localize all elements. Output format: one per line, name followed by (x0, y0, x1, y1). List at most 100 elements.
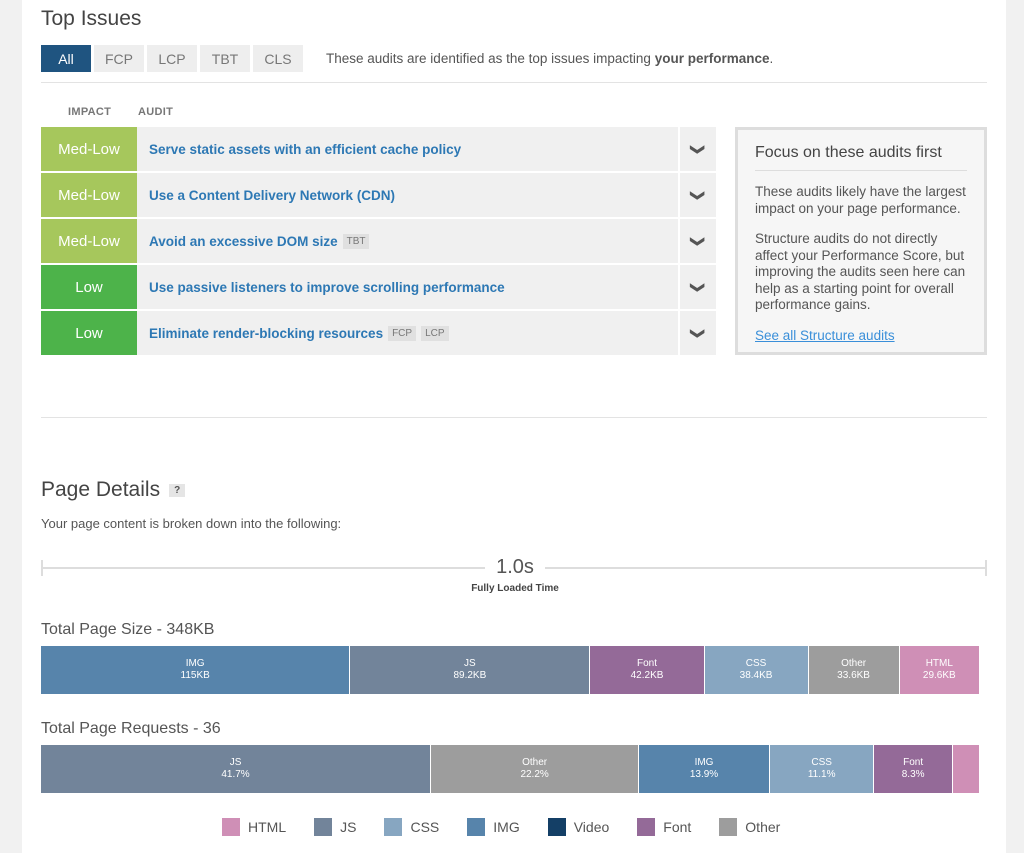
metric-tag: TBT (342, 233, 370, 249)
impact-badge: Med-Low (41, 173, 137, 217)
bar-segment-js[interactable]: JS 89.2KB (350, 646, 591, 694)
legend-item-img: IMG (467, 818, 520, 836)
legend-swatch (547, 818, 566, 836)
legend-swatch (637, 818, 656, 836)
legend-swatch (314, 818, 333, 836)
legend-label: Font (663, 819, 692, 835)
page-requests-bar: JS 41.7% Other 22.2% IMG 13.9% CSS 11.1% Font 8.3… (41, 745, 980, 793)
segment-label: CSS (811, 757, 832, 768)
tab-lcp[interactable]: LCP (147, 45, 197, 72)
segment-label: Other (841, 658, 867, 669)
timeline-start (41, 560, 43, 576)
fully-loaded-label: Fully Loaded Time (471, 583, 559, 594)
segment-value: 42.2KB (630, 670, 664, 681)
bar-segment-font[interactable]: Font 42.2KB (590, 646, 705, 694)
segment-value: 22.2% (520, 769, 549, 780)
bar-segment-other[interactable]: Other 22.2% (431, 745, 640, 793)
segment-label: Font (903, 757, 924, 768)
audit-title-text: Avoid an excessive DOM size (149, 233, 338, 249)
page-details-header: Page Details ? (41, 478, 186, 502)
segment-label: HTML (925, 658, 953, 669)
segment-label: Font (637, 658, 658, 669)
metric-tabs: All FCP LCP TBT CLS (41, 45, 303, 72)
tab-tbt[interactable]: TBT (200, 45, 250, 72)
audit-title-text: Eliminate render-blocking resources (149, 325, 384, 341)
main-content: Top Issues All FCP LCP TBT CLS These audits … (22, 0, 1006, 853)
metric-tag: LCP (421, 325, 449, 341)
audit-title[interactable]: Serve static assets with an efficient ca… (137, 127, 678, 171)
impact-badge: Low (41, 311, 137, 355)
bar-segment-font[interactable]: Font 8.3% (874, 745, 953, 793)
audit-title-text: Serve static assets with an efficient ca… (149, 141, 462, 157)
audit-title[interactable]: Eliminate render-blocking resources FCP LC… (137, 311, 678, 355)
bar-segment-html[interactable]: HTML 29.6KB (899, 646, 980, 694)
bar-segment-html[interactable] (952, 745, 980, 793)
legend-label: IMG (493, 819, 520, 835)
audit-title-text: Use a Content Delivery Network (CDN) (149, 187, 396, 203)
divider (41, 417, 987, 418)
legend-swatch (467, 818, 486, 836)
bar-segment-css[interactable]: CSS 11.1% (769, 745, 875, 793)
help-icon[interactable]: ? (169, 483, 186, 497)
audit-title[interactable]: Use a Content Delivery Network (CDN) (137, 173, 678, 217)
bar-segment-js[interactable]: JS 41.7% (41, 745, 432, 793)
page-size-title: Total Page Size - 348KB (41, 621, 215, 638)
legend-item-other: Other (719, 818, 780, 836)
segment-value: 29.6KB (922, 670, 956, 681)
focus-text-1: These audits likely have the largest imp… (755, 184, 966, 216)
audit-title[interactable]: Avoid an excessive DOM size TBT (137, 219, 678, 263)
tabs-description: These audits are identified as the top i… (326, 51, 774, 66)
segment-value: 11.1% (807, 769, 836, 780)
see-all-structure-audits-link[interactable]: See all Structure audits (755, 327, 895, 343)
audit-row[interactable]: Med-Low Avoid an excessive DOM size TBT ❯ (41, 219, 716, 263)
chevron-down-icon[interactable]: ❯ (678, 265, 716, 309)
bar-segment-css[interactable]: CSS 38.4KB (704, 646, 809, 694)
page-requests-title: Total Page Requests - 36 (41, 720, 221, 737)
bar-segment-other[interactable]: Other 33.6KB (808, 646, 900, 694)
timeline-end (985, 560, 987, 576)
focus-title: Focus on these audits first (755, 144, 967, 171)
page-size-bar: IMG 115KB JS 89.2KB Font 42.2KB CSS 38.4KB Other… (41, 646, 980, 694)
audit-row[interactable]: Med-Low Use a Content Delivery Network (… (41, 173, 716, 217)
segment-value: 115KB (180, 670, 210, 681)
impact-badge: Med-Low (41, 219, 137, 263)
impact-column-header: IMPACT (68, 106, 112, 118)
legend: HTML JS CSS IMG Video Font Other (222, 818, 808, 836)
chevron-down-icon[interactable]: ❯ (678, 311, 716, 355)
chevron-down-icon[interactable]: ❯ (678, 219, 716, 263)
legend-label: JS (340, 819, 357, 835)
segment-value: 8.3% (901, 769, 925, 780)
segment-label: Other (522, 757, 548, 768)
segment-value: 38.4KB (739, 670, 773, 681)
chevron-down-icon[interactable]: ❯ (678, 127, 716, 171)
legend-item-font: Font (637, 818, 691, 836)
segment-value: 41.7% (221, 769, 250, 780)
focus-text-2: Structure audits do not directly affect … (755, 231, 966, 312)
bar-segment-img[interactable]: IMG 115KB (41, 646, 351, 694)
legend-item-html: HTML (222, 818, 286, 836)
page-details-title: Page Details (41, 478, 161, 501)
metric-tag: FCP (388, 325, 417, 341)
segment-value: 33.6KB (837, 670, 870, 681)
focus-panel: Focus on these audits first These audits… (735, 127, 987, 355)
audit-column-header: AUDIT (138, 106, 174, 118)
audit-title[interactable]: Use passive listeners to improve scrolli… (137, 265, 678, 309)
audit-row[interactable]: Low Use passive listeners to improve scr… (41, 265, 716, 309)
bar-segment-img[interactable]: IMG 13.9% (639, 745, 770, 793)
legend-swatch (222, 818, 240, 836)
fully-loaded-time: 1.0s (485, 556, 545, 579)
legend-item-video: Video (547, 818, 609, 836)
impact-badge: Med-Low (41, 127, 137, 171)
tab-cls[interactable]: CLS (253, 45, 303, 72)
legend-label: CSS (410, 819, 440, 835)
segment-label: CSS (745, 658, 767, 669)
chevron-down-icon[interactable]: ❯ (678, 173, 716, 217)
legend-swatch (719, 818, 738, 836)
tab-fcp[interactable]: FCP (94, 45, 144, 72)
tab-all[interactable]: All (41, 45, 91, 72)
legend-swatch (384, 818, 403, 836)
audit-row[interactable]: Low Eliminate render-blocking resources F… (41, 311, 716, 355)
legend-item-js: JS (314, 818, 356, 836)
page-details-subtitle: Your page content is broken down into th… (41, 516, 342, 531)
audit-row[interactable]: Med-Low Serve static assets with an effi… (41, 127, 716, 171)
